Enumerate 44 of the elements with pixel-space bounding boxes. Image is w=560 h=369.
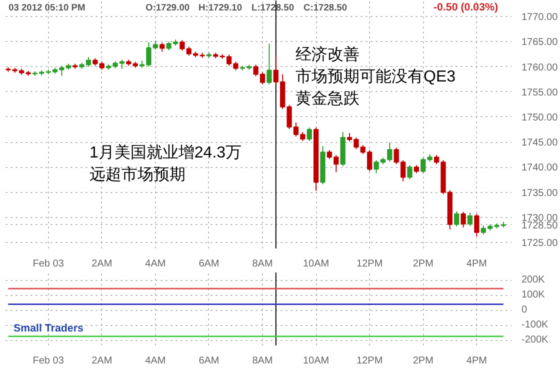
x-tick-label: 10AM [303, 258, 330, 270]
y-tick-label: 1745.00 [522, 138, 558, 149]
y-tick-label: 100K [522, 290, 546, 301]
x-tick-label: 4PM [466, 356, 487, 366]
x-tick-label: 12PM [356, 356, 383, 366]
y-tick-label: 0 [522, 304, 528, 316]
annotation: 1月美国就业增24.3万 [90, 144, 242, 162]
y-tick-label: 1750.00 [522, 112, 558, 124]
annotation: 经济改善 [296, 46, 360, 64]
x-tick-label: 12PM [356, 258, 383, 270]
y-tick-label: 1725.00 [522, 238, 558, 249]
x-tick-label: 4PM [466, 258, 487, 270]
annotation: -0.50 (0.03%) [434, 2, 499, 14]
x-tick-label: Feb 03 [32, 356, 64, 366]
y-tick-label: -100K [522, 320, 549, 331]
y-tick-label: 200K [522, 274, 546, 286]
annotation: 03 2012 05:10 PM [8, 2, 86, 12]
y-tick-label: 1770.00 [522, 12, 558, 24]
y-tick-label: 1735.00 [522, 188, 558, 199]
y-tick-label: 1728.50 [522, 220, 558, 232]
x-tick-label: 6AM [198, 356, 220, 366]
y-tick-label: 1755.00 [522, 87, 558, 98]
y-tick-label: -200K [522, 334, 549, 346]
x-tick-label: 8AM [252, 356, 273, 366]
x-tick-label: 2PM [412, 356, 434, 366]
x-tick-label: 8AM [252, 258, 273, 270]
x-tick-label: Feb 03 [32, 258, 64, 270]
x-tick-label: 2PM [412, 258, 434, 270]
annotation: H:1729.10 [198, 2, 242, 12]
annotation: 黄金急跌 [296, 90, 360, 108]
annotation: 市场预期可能没有QE3 [296, 68, 456, 86]
y-tick-label: 1740.00 [522, 162, 558, 174]
annotation: O:1729.00 [146, 2, 190, 12]
annotation: C:1728.50 [304, 2, 348, 12]
x-tick-label: 2AM [92, 258, 112, 270]
y-tick-label: 1760.00 [522, 62, 558, 74]
text: Small Traders [14, 322, 84, 334]
x-tick-label: 4AM [145, 258, 166, 270]
annotation: 远超市场预期 [90, 166, 186, 184]
y-tick-label: 1765.00 [522, 37, 558, 48]
x-tick-label: 4AM [145, 356, 166, 366]
x-tick-label: 6AM [198, 258, 220, 270]
x-tick-label: 10AM [303, 356, 330, 366]
x-tick-label: 2AM [92, 356, 112, 366]
